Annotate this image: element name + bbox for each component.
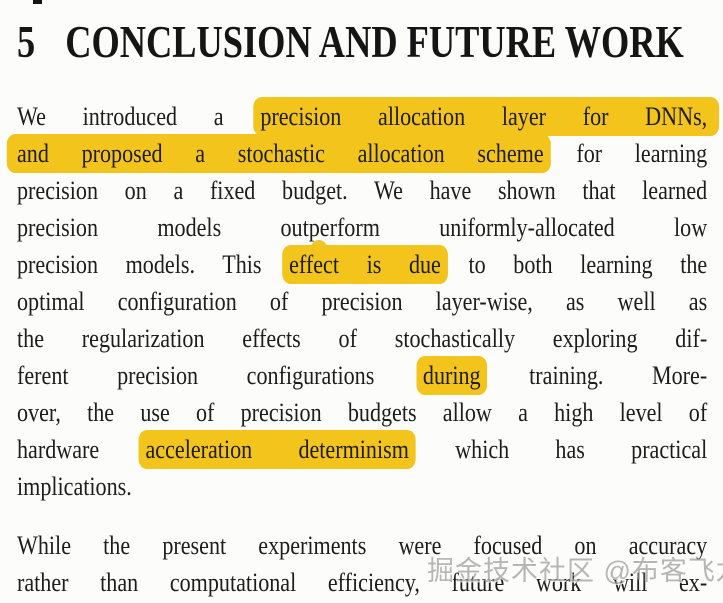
text-line: rather than computational efficiency, fu…: [17, 564, 707, 601]
text-line: over, the use of precision budgets allow…: [17, 394, 707, 431]
text-line: precision models outperform uniformly-al…: [17, 209, 707, 246]
text-line: While the present experiments were focus…: [17, 527, 707, 564]
body-text-segment: the regularization effects of stochastic…: [17, 324, 708, 353]
body-text-segment: which has practical: [408, 435, 708, 464]
text-line: optimal configuration of precision layer…: [17, 283, 707, 320]
section-number: 5: [17, 16, 36, 67]
body-text-segment: over, the use of precision budgets allow…: [17, 398, 708, 427]
text-line: ferent precision configurations during t…: [17, 356, 708, 395]
body-text-segment: precision models. This: [17, 250, 290, 279]
text-line: the regularization effects of stochastic…: [17, 320, 707, 357]
highlighted-text: effect is due: [282, 245, 448, 284]
section-title: CONCLUSION AND FUTURE WORK: [65, 16, 684, 67]
highlighted-text: precision allocation layer for DNNs,: [253, 97, 720, 136]
paragraph: We introduced a precision allocation lay…: [6, 97, 720, 505]
highlighted-text: and proposed a stochastic allocation sch…: [6, 134, 551, 173]
body-text-segment: for learning: [543, 139, 708, 168]
body-text-segment: precision on a fixed budget. We have sho…: [17, 176, 708, 205]
watermark: 掘金技术社区 @布客飞龙: [427, 556, 723, 586]
highlighted-text: during: [416, 356, 488, 395]
body-text-segment: hardware: [17, 435, 146, 464]
body-text-segment: rather than computational efficiency, fu…: [17, 568, 708, 597]
body-text-segment: ferent precision configurations: [17, 361, 423, 390]
page-content: 5 CONCLUSION AND FUTURE WORK We introduce…: [6, 0, 720, 601]
paragraph: While the present experiments were focus…: [17, 527, 707, 601]
body-text-segment: precision models outperform uniformly-al…: [17, 213, 708, 242]
body-text-segment: optimal configuration of precision layer…: [17, 287, 708, 316]
text-line: precision models. This effect is due to …: [17, 245, 708, 284]
highlighted-text: acceleration determinism: [138, 430, 416, 469]
body-text-segment: training. More-: [480, 361, 708, 390]
text-line: precision on a fixed budget. We have sho…: [17, 172, 707, 209]
text-line: and proposed a stochastic allocation sch…: [6, 134, 708, 173]
text-line: We introduced a precision allocation lay…: [17, 97, 720, 136]
body-text-segment: to both learning the: [440, 250, 708, 279]
body-text-segment: implications.: [17, 472, 132, 501]
text-line: hardware acceleration determinism which …: [17, 430, 708, 469]
text-line: implications.: [17, 468, 707, 505]
body-text-segment: We introduced a: [17, 102, 261, 131]
section-heading: 5 CONCLUSION AND FUTURE WORK: [17, 16, 684, 67]
body-text-segment: While the present experiments were focus…: [17, 531, 708, 560]
scan-artifact: [33, 0, 42, 4]
